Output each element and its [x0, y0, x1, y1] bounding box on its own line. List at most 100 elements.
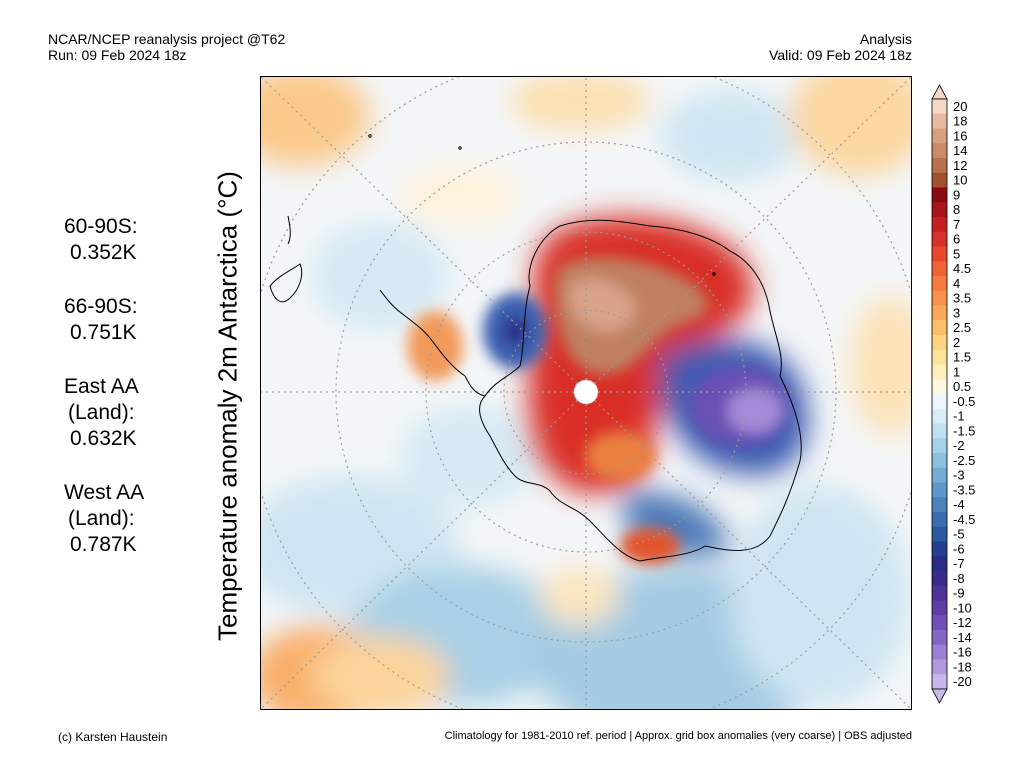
anomaly-stats: 60-90S: 0.352K 66-90S: 0.751K East AA (L… — [64, 214, 144, 586]
colorbar-label: -6 — [953, 541, 965, 556]
colorbar-label: -5 — [953, 527, 965, 542]
stat-west-aa: West AA (Land): 0.787K — [64, 480, 144, 558]
colorbar-label: 14 — [953, 143, 967, 158]
stat-value: 0.632K — [70, 427, 137, 450]
stat-label: (Land): — [68, 401, 135, 424]
anomaly-map — [260, 76, 912, 710]
colorbar-swatch — [932, 143, 947, 159]
colorbar-label: 20 — [953, 99, 967, 114]
model-title: NCAR/NCEP reanalysis project @T62 — [48, 31, 286, 47]
analysis-label: Analysis — [859, 31, 912, 47]
colorbar-swatch — [932, 497, 947, 513]
graticule — [260, 76, 912, 710]
run-time: Run: 09 Feb 2024 18z — [48, 47, 187, 63]
copyright: (c) Karsten Haustein — [58, 730, 168, 744]
colorbar-label: -3 — [953, 468, 965, 483]
colorbar-label: -8 — [953, 571, 965, 586]
colorbar-swatch — [932, 585, 947, 601]
map-frame — [260, 76, 912, 710]
colorbar-label: -3.5 — [953, 482, 975, 497]
colorbar-swatch — [932, 674, 947, 690]
colorbar: 20 18 16 14 12 10 9 8 7 6 5 4.5 4 3.5 3 2.5 2 1.5 1 0.5 -0.5… — [928, 84, 1018, 704]
stat-label: 66-90S: — [64, 295, 138, 318]
run-info: NCAR/NCEP reanalysis project @T62 Run: 0… — [48, 31, 285, 63]
colorbar-label: -18 — [953, 659, 972, 674]
colorbar-swatch — [932, 231, 947, 247]
colorbar-swatch — [932, 644, 947, 660]
stat-value: 0.787K — [70, 533, 137, 556]
colorbar-swatch — [932, 512, 947, 528]
stat-value: 0.352K — [70, 241, 137, 264]
colorbar-label: -0.5 — [953, 394, 975, 409]
colorbar-label: 5 — [953, 246, 960, 261]
colorbar-min-arrow — [931, 688, 948, 704]
y-axis-label: Temperature anomaly 2m Antarctica (°C) — [212, 171, 243, 641]
colorbar-label: -2 — [953, 438, 965, 453]
colorbar-swatch — [932, 659, 947, 675]
colorbar-label: -4.5 — [953, 512, 975, 527]
colorbar-swatch — [932, 246, 947, 262]
stat-value: 0.751K — [70, 321, 137, 344]
colorbar-label: 2.5 — [953, 320, 971, 335]
colorbar-label: 2 — [953, 335, 960, 350]
colorbar-swatch — [932, 349, 947, 365]
colorbar-swatch — [932, 335, 947, 351]
colorbar-label: 8 — [953, 202, 960, 217]
colorbar-swatch — [932, 423, 947, 439]
colorbar-swatch — [932, 364, 947, 380]
stat-label: East AA — [64, 375, 139, 398]
colorbar-label: 3 — [953, 305, 960, 320]
colorbar-label: 10 — [953, 173, 967, 188]
anomaly-field-core — [407, 257, 790, 564]
colorbar-label: -7 — [953, 556, 965, 571]
colorbar-swatch — [932, 113, 947, 129]
stat-label: (Land): — [68, 507, 135, 530]
colorbar-max-arrow — [931, 84, 948, 100]
colorbar-swatch — [932, 158, 947, 174]
south-pole-marker — [574, 380, 598, 404]
colorbar-swatch — [932, 438, 947, 454]
colorbar-label: -9 — [953, 586, 965, 601]
colorbar-label: 12 — [953, 158, 967, 173]
colorbar-label: 0.5 — [953, 379, 971, 394]
colorbar-swatch — [932, 202, 947, 218]
stat-66-90s: 66-90S: 0.751K — [64, 294, 144, 346]
colorbar-label: -1 — [953, 409, 965, 424]
colorbar-swatch — [932, 526, 947, 542]
colorbar-label: 4 — [953, 276, 960, 291]
colorbar-label: -20 — [953, 674, 972, 689]
colorbar-label: 16 — [953, 128, 967, 143]
colorbar-label: 6 — [953, 232, 960, 247]
stat-east-aa: East AA (Land): 0.632K — [64, 374, 144, 452]
colorbar-label: -12 — [953, 615, 972, 630]
valid-info: Analysis Valid: 09 Feb 2024 18z — [769, 31, 912, 63]
colorbar-swatch — [932, 187, 947, 203]
colorbar-swatch — [932, 630, 947, 646]
colorbar-swatch — [932, 261, 947, 277]
colorbar-swatch — [932, 394, 947, 410]
colorbar-label: 4.5 — [953, 261, 971, 276]
colorbar-swatch — [932, 408, 947, 424]
map-canvas — [260, 76, 912, 710]
colorbar-swatch — [932, 172, 947, 188]
colorbar-swatch — [932, 467, 947, 483]
stat-label: West AA — [64, 481, 145, 504]
colorbar-swatch — [932, 453, 947, 469]
colorbar-label: -1.5 — [953, 423, 975, 438]
colorbar-svg: 201816141210987654.543.532.521.510.5-0.5… — [931, 84, 975, 704]
valid-time: Valid: 09 Feb 2024 18z — [769, 47, 912, 63]
anomaly-field-broad — [260, 76, 912, 710]
colorbar-swatch — [932, 571, 947, 587]
colorbar-swatch — [932, 290, 947, 306]
colorbar-swatch — [932, 615, 947, 631]
colorbar-swatch — [932, 379, 947, 395]
stat-60-90s: 60-90S: 0.352K — [64, 214, 144, 266]
coastline — [269, 134, 802, 562]
colorbar-label: 3.5 — [953, 291, 971, 306]
climatology-note: Climatology for 1981-2010 ref. period | … — [444, 730, 912, 742]
colorbar-label: -2.5 — [953, 453, 975, 468]
colorbar-swatch — [932, 320, 947, 336]
colorbar-label: 1.5 — [953, 350, 971, 365]
stat-label: 60-90S: — [64, 215, 138, 238]
colorbar-swatch — [932, 99, 947, 115]
